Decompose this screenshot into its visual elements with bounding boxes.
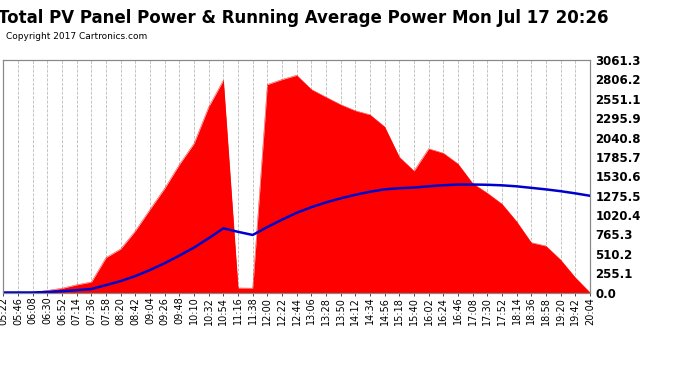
Text: Total PV Panel Power & Running Average Power Mon Jul 17 20:26: Total PV Panel Power & Running Average P… [0,9,609,27]
Text: Copyright 2017 Cartronics.com: Copyright 2017 Cartronics.com [6,32,147,41]
Text: Average (DC Watts): Average (DC Watts) [405,37,513,47]
Text: PV Panels (DC Watts): PV Panels (DC Watts) [547,37,664,47]
